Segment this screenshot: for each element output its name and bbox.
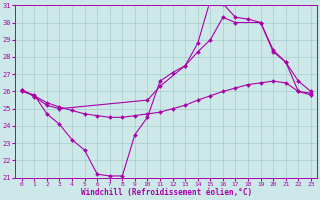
X-axis label: Windchill (Refroidissement éolien,°C): Windchill (Refroidissement éolien,°C)	[81, 188, 252, 197]
